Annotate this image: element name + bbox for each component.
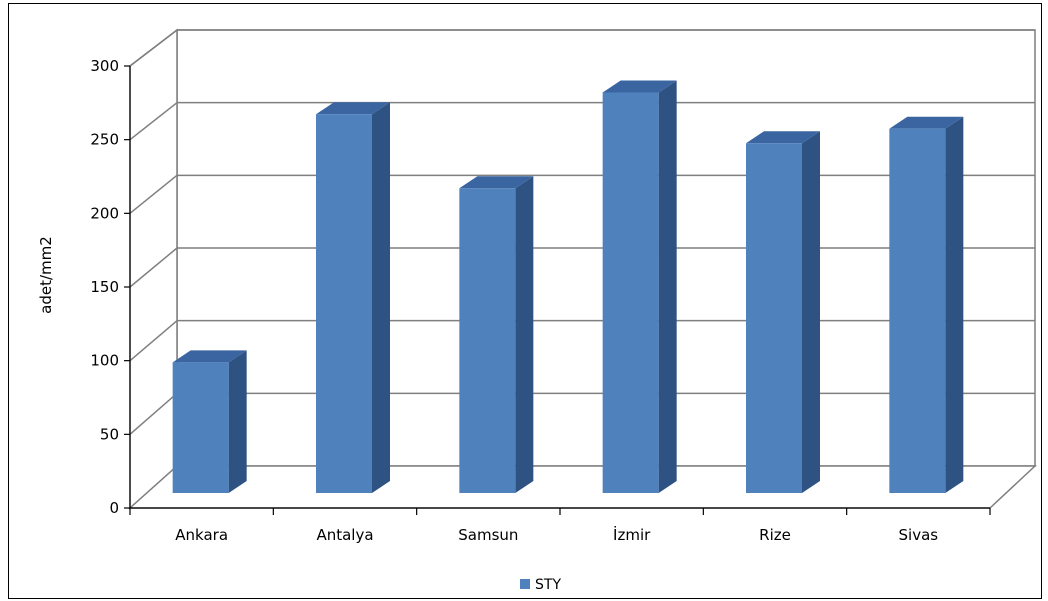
bar-top (459, 176, 534, 189)
bar-top (172, 350, 247, 363)
bars (172, 80, 964, 494)
bar-side (802, 131, 820, 494)
bar (889, 116, 964, 494)
y-tick-label: 100 (90, 352, 119, 370)
bar (172, 350, 247, 493)
y-tick-labels: 0 50 100 150 200 250 300 (90, 57, 119, 517)
y-tick-label: 300 (90, 57, 119, 75)
x-tick-label: Samsun (458, 526, 518, 544)
x-tick-label: Sivas (899, 526, 939, 544)
gridline-side (129, 247, 178, 288)
bar-top (746, 131, 820, 144)
bar-front (459, 188, 516, 493)
gridline-side (129, 29, 178, 67)
legend-swatch (520, 579, 530, 589)
bar-side (372, 102, 390, 494)
y-tick-label: 150 (90, 278, 119, 296)
bar-side (515, 176, 534, 493)
gridline-side (129, 102, 178, 141)
y-tick-label: 50 (100, 425, 119, 443)
legend-label: STY (535, 577, 561, 593)
x-tick-label: Rize (759, 526, 791, 544)
y-tick-label: 0 (109, 499, 119, 517)
y-tick-label: 250 (90, 131, 119, 149)
bar-side (228, 350, 247, 493)
x-tick-label: Ankara (175, 526, 228, 544)
y-axis-label: adet/mm2 (37, 236, 55, 314)
bar (746, 131, 820, 494)
y-tick-label: 200 (90, 204, 119, 222)
gridline-side (129, 320, 178, 362)
bar-front (172, 362, 229, 493)
gridline-side (129, 392, 178, 435)
bar-top (602, 80, 677, 93)
bar-front (316, 114, 372, 494)
x-tick-label: Antalya (316, 526, 373, 544)
bar-top (316, 102, 390, 115)
gridline-side (129, 174, 178, 214)
bar-side (658, 80, 677, 494)
x-tick-labels: Ankara Antalya Samsun İzmir Rize Sivas (175, 525, 938, 544)
bar-front (889, 128, 946, 494)
bar (316, 102, 390, 494)
bar-side (945, 116, 964, 494)
bar-front (602, 92, 659, 494)
x-tick-label: İzmir (613, 525, 651, 544)
bar (459, 176, 534, 493)
bar-front (746, 143, 802, 494)
bar (602, 80, 677, 494)
axes (124, 65, 991, 515)
legend: STY (520, 577, 561, 593)
side-wall (129, 28, 178, 510)
bar-top (889, 116, 964, 129)
